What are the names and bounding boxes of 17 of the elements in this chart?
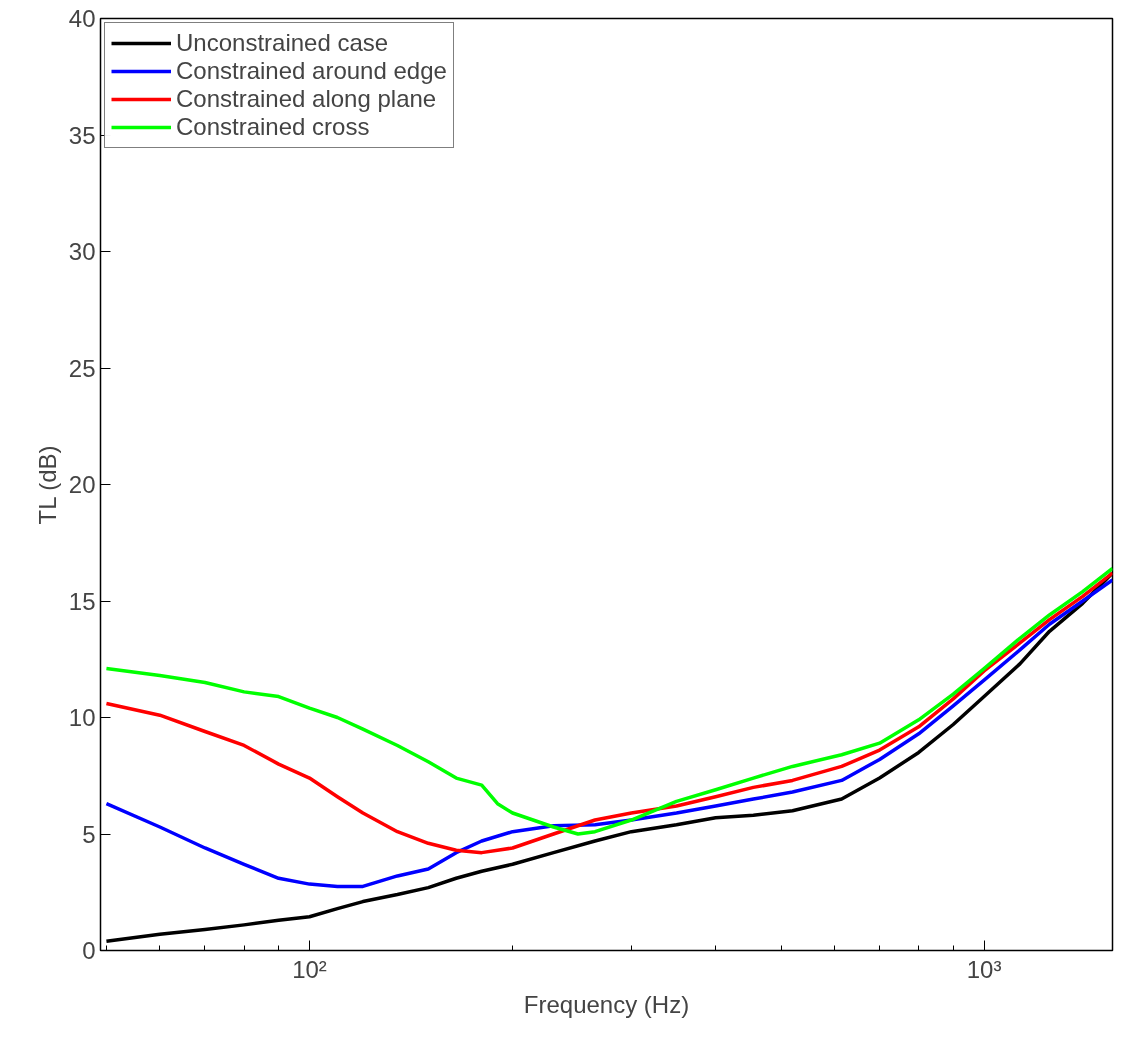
- x-tick-label: 10²: [292, 955, 327, 983]
- legend-label: Constrained along plane: [176, 85, 437, 113]
- y-tick-label: 5: [82, 820, 96, 848]
- y-tick-label: 15: [68, 587, 96, 615]
- legend-label: Constrained around edge: [176, 57, 447, 85]
- y-tick-label: 0: [82, 937, 96, 964]
- x-axis-title: Frequency (Hz): [523, 990, 690, 1018]
- y-axis-title: TL (dB): [33, 445, 61, 525]
- x-tick-label: 10³: [966, 955, 1002, 983]
- legend-label: Constrained cross: [176, 113, 370, 141]
- y-tick-label: 25: [68, 354, 96, 382]
- y-tick-label: 10: [68, 704, 96, 731]
- y-tick-label: 30: [68, 238, 96, 265]
- y-tick-label: 40: [68, 5, 96, 32]
- y-tick-label: 20: [68, 471, 96, 498]
- legend-label: Unconstrained case: [176, 29, 389, 57]
- y-tick-label: 35: [68, 121, 96, 149]
